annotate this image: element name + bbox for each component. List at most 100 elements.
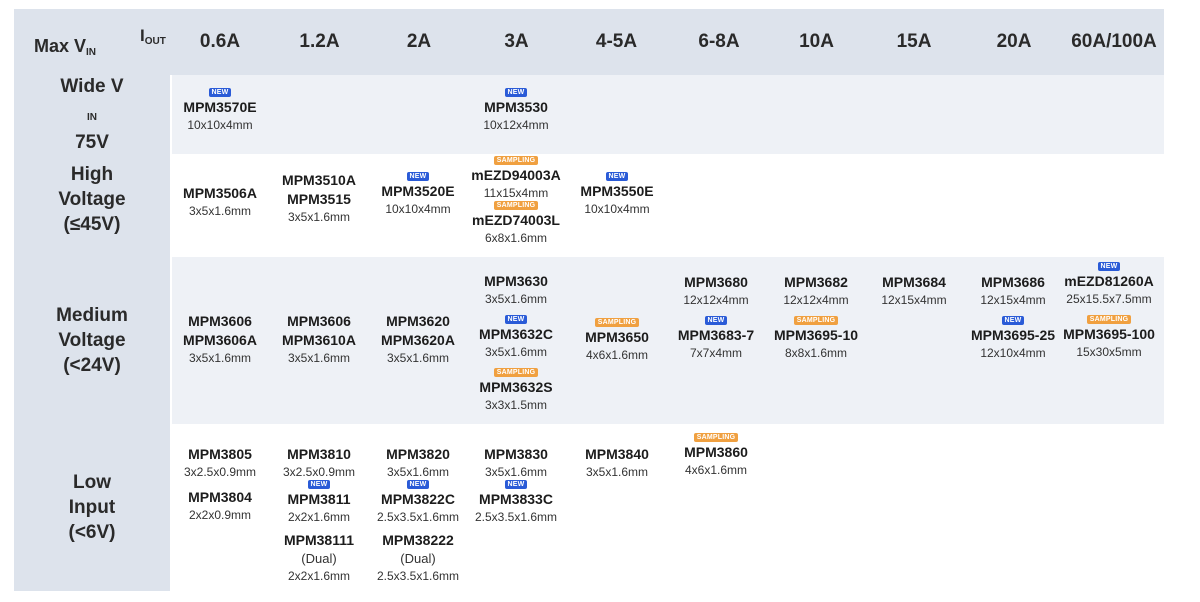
part-number[interactable]: mEZD94003A xyxy=(471,167,561,183)
part-number[interactable]: MPM38222 xyxy=(382,532,454,548)
new-badge: NEW xyxy=(504,315,528,324)
row-low-bg xyxy=(14,424,1164,591)
package-size: 3x2.5x0.9mm xyxy=(183,465,257,479)
part-number[interactable]: MPM3515 xyxy=(287,191,351,207)
row-wide-fill xyxy=(170,75,1164,154)
col-header-60A-100A: 60A/100A xyxy=(1071,31,1157,52)
part-number[interactable]: MPM3632S xyxy=(479,379,553,395)
dual-note: (Dual) xyxy=(400,551,436,566)
product-cell: MPM3810 3x2.5x0.9mm NEW MPM3811 2x2x1.6m… xyxy=(264,445,374,584)
new-badge: NEW xyxy=(504,480,528,489)
part-number[interactable]: MPM3606 xyxy=(188,313,252,329)
new-badge: NEW xyxy=(1097,262,1121,271)
package-size: 3x5x1.6mm xyxy=(386,351,450,365)
product-cell: MPM3510A MPM3515 3x5x1.6mm xyxy=(264,171,374,225)
part-number[interactable]: MPM3520E xyxy=(381,183,455,199)
product-cell: MPM3684 12x15x4mm xyxy=(859,273,969,308)
part-number[interactable]: MPM3606 xyxy=(287,313,351,329)
part-number[interactable]: MPM3822C xyxy=(381,491,455,507)
package-size: 2x2x1.6mm xyxy=(287,510,351,524)
package-size: 7x7x4mm xyxy=(689,346,742,360)
part-number[interactable]: MPM3682 xyxy=(784,274,848,290)
package-size: 6x8x1.6mm xyxy=(484,231,548,245)
part-number[interactable]: MPM3683-7 xyxy=(677,327,755,343)
new-badge: NEW xyxy=(208,88,232,97)
part-number[interactable]: MPM3570E xyxy=(183,99,257,115)
package-size: 3x5x1.6mm xyxy=(188,204,252,218)
new-badge: NEW xyxy=(406,480,430,489)
part-number[interactable]: MPM3686 xyxy=(981,274,1045,290)
row-label-low: Low Input (<6V) xyxy=(68,472,116,543)
package-size: 12x10x4mm xyxy=(980,346,1046,360)
package-size: 3x5x1.6mm xyxy=(484,345,548,359)
part-number[interactable]: MPM38111 xyxy=(283,532,355,548)
part-number[interactable]: MPM3805 xyxy=(188,446,252,462)
package-size: 10x10x4mm xyxy=(584,202,650,216)
part-number[interactable]: MPM3830 xyxy=(484,446,548,462)
part-number[interactable]: MPM3610A xyxy=(282,332,356,348)
sampling-badge: SAMPLING xyxy=(493,156,539,165)
package-size: 2.5x3.5x1.6mm xyxy=(376,510,460,524)
dual-note: (Dual) xyxy=(301,551,337,566)
part-number[interactable]: MPM3684 xyxy=(882,274,946,290)
package-size: 10x12x4mm xyxy=(483,118,549,132)
product-cell: NEW MPM3520E 10x10x4mm xyxy=(363,172,473,217)
part-number[interactable]: MPM3506A xyxy=(183,185,257,201)
part-number[interactable]: MPM3510A xyxy=(282,172,356,188)
product-cell: SAMPLING mEZD94003A 11x15x4mm SAMPLING m… xyxy=(461,156,571,246)
package-size: 3x5x1.6mm xyxy=(188,351,252,365)
part-number[interactable]: MPM3620A xyxy=(381,332,455,348)
product-cell: NEW MPM3530 10x12x4mm xyxy=(461,88,571,133)
package-size: 12x15x4mm xyxy=(881,293,947,307)
col-header-2A: 2A xyxy=(406,31,432,52)
part-number[interactable]: MPM3833C xyxy=(479,491,553,507)
package-size: 3x5x1.6mm xyxy=(484,292,548,306)
product-cell: MPM3682 12x12x4mm SAMPLING MPM3695-10 8x… xyxy=(761,273,871,361)
part-number[interactable]: MPM3630 xyxy=(484,273,548,289)
part-number[interactable]: MPM3606A xyxy=(183,332,257,348)
package-size: 25x15.5x7.5mm xyxy=(1066,292,1152,306)
package-size: 10x10x4mm xyxy=(385,202,451,216)
package-size: 3x3x1.5mm xyxy=(484,398,548,412)
part-number[interactable]: MPM3650 xyxy=(585,329,649,345)
product-cell: MPM3820 3x5x1.6mm NEW MPM3822C 2.5x3.5x1… xyxy=(363,445,473,584)
package-size: 2.5x3.5x1.6mm xyxy=(376,569,460,583)
package-size: 3x5x1.6mm xyxy=(287,351,351,365)
row-label-high: High Voltage (≤45V) xyxy=(58,163,126,235)
part-number[interactable]: MPM3820 xyxy=(386,446,450,462)
part-number[interactable]: MPM3620 xyxy=(386,313,450,329)
product-cell: MPM3630 3x5x1.6mm NEW MPM3632C 3x5x1.6mm… xyxy=(461,272,571,413)
part-number[interactable]: mEZD81260A xyxy=(1064,273,1154,289)
header-row xyxy=(14,9,1164,75)
product-cell: MPM3680 12x12x4mm NEW MPM3683-7 7x7x4mm xyxy=(661,273,771,361)
sampling-badge: SAMPLING xyxy=(793,316,839,325)
package-size: 10x10x4mm xyxy=(187,118,253,132)
part-number[interactable]: MPM3550E xyxy=(580,183,654,199)
part-number[interactable]: MPM3695-25 xyxy=(970,327,1056,343)
sampling-badge: SAMPLING xyxy=(493,368,539,377)
part-number[interactable]: MPM3804 xyxy=(188,489,252,505)
product-cell: MPM3506A 3x5x1.6mm xyxy=(165,184,275,219)
part-number[interactable]: MPM3695-100 xyxy=(1063,326,1155,342)
package-size: 3x5x1.6mm xyxy=(484,465,548,479)
product-cell: NEW MPM3570E 10x10x4mm xyxy=(165,88,275,133)
part-number[interactable]: MPM3632C xyxy=(479,326,553,342)
part-number[interactable]: MPM3680 xyxy=(684,274,748,290)
part-number[interactable]: MPM3810 xyxy=(287,446,351,462)
part-number[interactable]: MPM3811 xyxy=(287,491,351,507)
part-number[interactable]: MPM3530 xyxy=(484,99,548,115)
part-number[interactable]: MPM3695-10 xyxy=(773,327,859,343)
col-header-3A: 3A xyxy=(504,31,529,52)
package-size: 2x2x0.9mm xyxy=(188,508,252,522)
product-cell: SAMPLING MPM3860 4x6x1.6mm xyxy=(661,433,771,478)
part-number[interactable]: mEZD74003L xyxy=(472,212,560,228)
new-badge: NEW xyxy=(1001,316,1025,325)
package-size: 3x5x1.6mm xyxy=(585,465,649,479)
product-cell: MPM3840 3x5x1.6mm xyxy=(562,445,672,480)
package-size: 3x5x1.6mm xyxy=(287,210,351,224)
package-size: 4x6x1.6mm xyxy=(585,348,649,362)
part-number[interactable]: MPM3860 xyxy=(684,444,748,460)
part-number[interactable]: MPM3840 xyxy=(585,446,649,462)
product-cell: MPM3686 12x15x4mm NEW MPM3695-25 12x10x4… xyxy=(958,273,1068,361)
sampling-badge: SAMPLING xyxy=(493,201,539,210)
